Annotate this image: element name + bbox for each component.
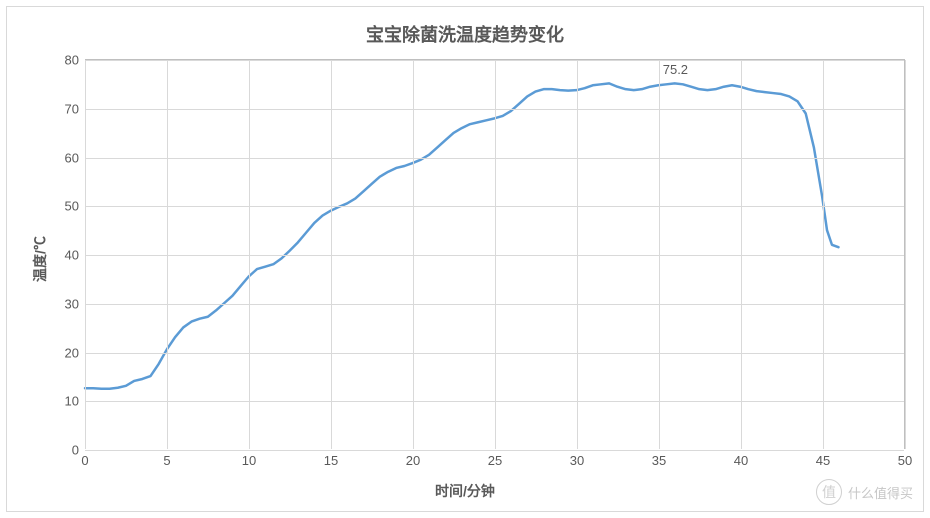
x-tick-label: 10 (242, 453, 256, 468)
gridline-vertical (659, 60, 660, 449)
gridline-vertical (249, 60, 250, 449)
y-tick-label: 80 (65, 53, 79, 68)
gridline-vertical (167, 60, 168, 449)
x-tick-label: 5 (163, 453, 170, 468)
gridline-vertical (577, 60, 578, 449)
x-tick-label: 20 (406, 453, 420, 468)
chart-container: 宝宝除菌洗温度趋势变化 温度/℃ 时间/分钟 01020304050607080… (6, 6, 924, 512)
x-tick-label: 40 (734, 453, 748, 468)
y-tick-label: 10 (65, 394, 79, 409)
gridline-vertical (905, 60, 906, 449)
x-tick-label: 0 (81, 453, 88, 468)
gridline-vertical (495, 60, 496, 449)
x-axis-label: 时间/分钟 (7, 481, 923, 501)
y-tick-label: 60 (65, 150, 79, 165)
gridline-vertical (85, 60, 86, 449)
y-tick-label: 70 (65, 101, 79, 116)
data-point-label: 75.2 (663, 62, 688, 77)
x-tick-label: 45 (816, 453, 830, 468)
x-tick-label: 30 (570, 453, 584, 468)
y-tick-label: 20 (65, 345, 79, 360)
x-tick-label: 15 (324, 453, 338, 468)
chart-title: 宝宝除菌洗温度趋势变化 (7, 21, 923, 47)
y-tick-label: 40 (65, 248, 79, 263)
y-tick-label: 30 (65, 296, 79, 311)
y-tick-label: 50 (65, 199, 79, 214)
gridline-vertical (413, 60, 414, 449)
x-tick-label: 50 (898, 453, 912, 468)
y-tick-label: 0 (72, 443, 79, 458)
gridline-vertical (741, 60, 742, 449)
y-axis-label: 温度/℃ (30, 236, 50, 282)
plot-area: 010203040506070800510152025303540455075.… (85, 59, 905, 449)
gridline-horizontal (85, 450, 904, 451)
x-tick-label: 35 (652, 453, 666, 468)
gridline-vertical (331, 60, 332, 449)
gridline-vertical (823, 60, 824, 449)
x-tick-label: 25 (488, 453, 502, 468)
